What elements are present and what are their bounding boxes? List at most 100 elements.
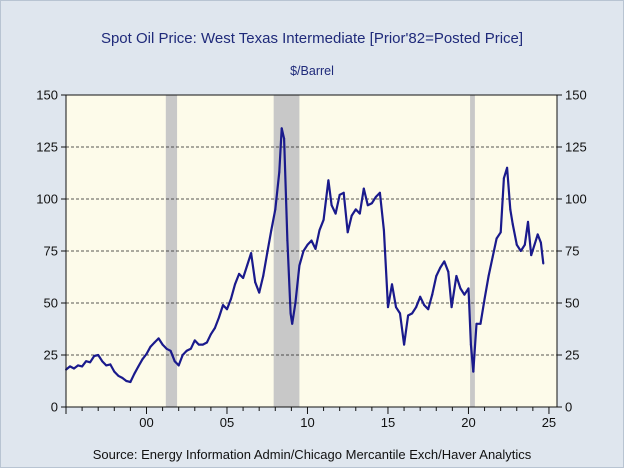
data-point xyxy=(254,281,257,284)
y-tick-label-right: 0 xyxy=(565,400,572,415)
data-point xyxy=(213,326,216,329)
data-point xyxy=(403,343,406,346)
data-point xyxy=(85,360,88,363)
data-point xyxy=(278,170,281,173)
data-point xyxy=(197,343,200,346)
data-point xyxy=(370,202,373,205)
data-point xyxy=(141,358,144,361)
data-point xyxy=(283,137,286,140)
x-tick-label: 20 xyxy=(461,415,475,430)
data-point xyxy=(73,367,76,370)
data-point xyxy=(423,304,426,307)
x-tick-label: 10 xyxy=(300,415,314,430)
data-point xyxy=(242,277,245,280)
y-tick-label-left: 100 xyxy=(36,192,58,207)
chart-title: Spot Oil Price: West Texas Intermediate … xyxy=(100,30,524,47)
data-point xyxy=(354,208,357,211)
x-tick-label: 05 xyxy=(220,415,234,430)
data-point xyxy=(536,233,539,236)
data-point xyxy=(346,231,349,234)
data-point xyxy=(435,274,438,277)
data-point xyxy=(519,250,522,252)
data-point xyxy=(117,374,120,377)
data-point xyxy=(230,297,233,300)
y-tick-label-right: 75 xyxy=(565,244,579,259)
data-point xyxy=(133,372,136,375)
data-point xyxy=(69,365,72,368)
data-point xyxy=(185,349,188,352)
data-point xyxy=(149,345,152,348)
data-point xyxy=(266,252,269,255)
data-point xyxy=(89,361,92,364)
data-point xyxy=(483,297,486,300)
data-point xyxy=(274,208,277,211)
x-tick-label: 15 xyxy=(381,415,395,430)
data-point xyxy=(399,312,402,315)
data-point xyxy=(487,274,490,277)
data-point xyxy=(205,341,208,344)
data-point xyxy=(330,204,333,207)
data-point xyxy=(105,364,108,367)
data-point xyxy=(530,254,533,257)
data-point xyxy=(250,252,253,255)
data-point xyxy=(366,204,369,207)
y-tick-label-right: 150 xyxy=(565,88,587,103)
data-point xyxy=(129,381,132,384)
data-point xyxy=(542,262,545,265)
data-point xyxy=(447,270,450,273)
data-point xyxy=(101,360,104,363)
data-point xyxy=(189,347,192,350)
data-point xyxy=(306,243,309,246)
data-point xyxy=(81,365,84,368)
data-point xyxy=(415,306,418,309)
data-point xyxy=(479,322,482,325)
series-layer xyxy=(65,127,545,384)
data-point xyxy=(539,241,542,244)
data-point xyxy=(334,212,337,215)
y-tick-label-left: 75 xyxy=(44,244,58,259)
data-point xyxy=(491,256,494,259)
data-point xyxy=(291,322,294,325)
x-tick-label: 00 xyxy=(139,415,153,430)
data-point xyxy=(502,177,505,180)
source-note: Source: Energy Information Admin/Chicago… xyxy=(92,447,532,462)
data-point xyxy=(246,264,249,267)
data-point xyxy=(322,218,325,221)
data-point xyxy=(217,316,220,319)
data-point xyxy=(427,308,430,311)
data-point xyxy=(495,237,498,240)
chart-units-label: $/Barrel xyxy=(290,64,334,78)
data-point xyxy=(77,364,80,367)
data-point xyxy=(302,250,305,252)
data-point xyxy=(419,295,422,298)
gridlines xyxy=(66,146,557,356)
data-point xyxy=(463,293,466,296)
data-point xyxy=(358,212,361,215)
x-tick-label: 25 xyxy=(542,415,556,430)
y-tick-label-right: 100 xyxy=(565,192,587,207)
data-point xyxy=(225,308,228,311)
data-point xyxy=(153,341,156,344)
data-point xyxy=(499,231,502,234)
y-tick-label-left: 150 xyxy=(36,88,58,103)
data-point xyxy=(234,283,237,286)
data-point xyxy=(467,287,470,290)
data-point xyxy=(362,187,365,190)
data-point xyxy=(455,274,458,277)
data-point xyxy=(338,193,341,196)
data-point xyxy=(262,274,265,277)
data-point xyxy=(289,312,292,315)
y-tick-label-left: 0 xyxy=(51,400,58,415)
data-point xyxy=(270,229,273,232)
data-point xyxy=(327,179,330,182)
data-point xyxy=(201,343,204,346)
y-tick-label-right: 125 xyxy=(565,140,587,155)
data-point xyxy=(318,229,321,232)
data-point xyxy=(533,243,536,246)
data-point xyxy=(407,314,410,317)
data-point xyxy=(523,243,526,246)
data-point xyxy=(294,302,297,304)
data-point xyxy=(472,370,475,373)
data-point xyxy=(382,229,385,232)
